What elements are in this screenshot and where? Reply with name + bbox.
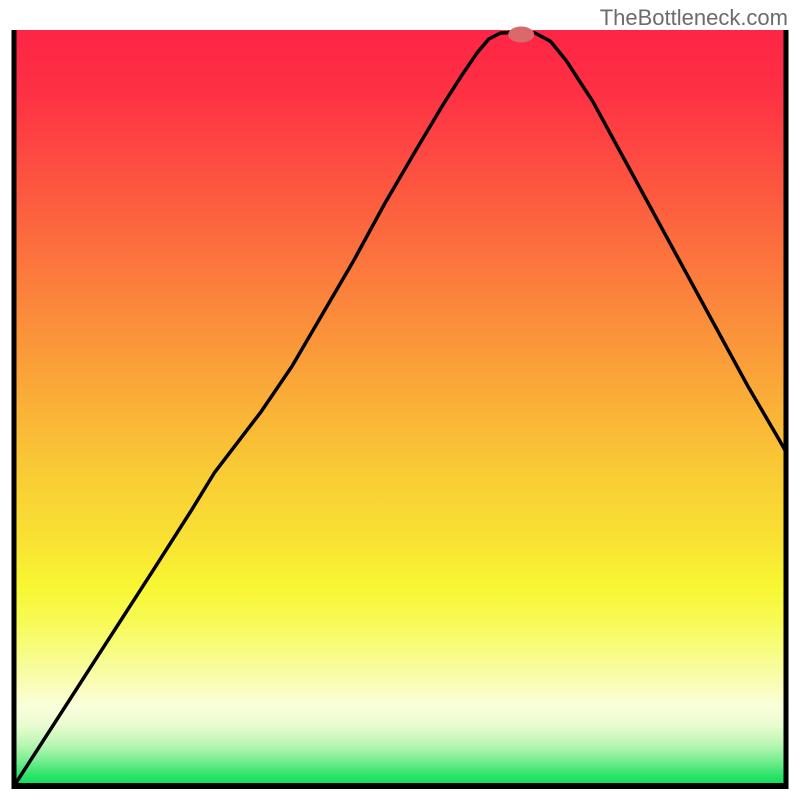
watermark-text: TheBottleneck.com	[600, 5, 788, 31]
chart-svg	[0, 0, 800, 800]
bottleneck-chart: TheBottleneck.com	[0, 0, 800, 800]
plot-background	[14, 30, 786, 786]
optimal-marker	[508, 27, 534, 43]
